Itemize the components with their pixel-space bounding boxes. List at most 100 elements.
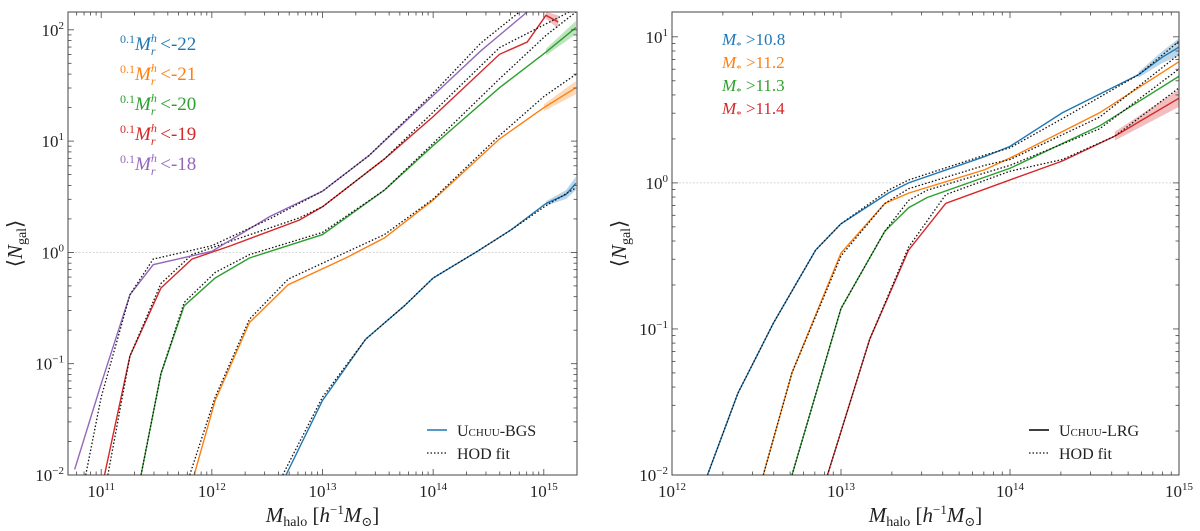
tick-base: 10	[87, 482, 104, 501]
y-tick-label: 101	[646, 27, 669, 47]
tick-base: 10	[639, 466, 656, 485]
legend-entry-0.1Mrh<-21: 0.1Mh r <-21	[120, 61, 196, 88]
tick-base: 10	[827, 482, 844, 501]
legend-cut: <-22	[156, 34, 197, 55]
legend-sub: r	[151, 164, 156, 178]
xlabel-msun: M	[343, 503, 363, 527]
legend-sub: *	[736, 40, 742, 52]
legend-prefix: 0.1	[120, 62, 135, 76]
tick-base: 10	[658, 482, 675, 501]
x-tick-label: 1014	[419, 481, 448, 501]
tick-exponent: 0	[59, 242, 65, 254]
xlabel-exp: −1	[330, 502, 344, 517]
x-tick-label: 1013	[827, 481, 856, 501]
tick-base: 10	[35, 466, 52, 485]
series-line-M*>11.2	[762, 61, 1179, 475]
legend-sup: h	[151, 61, 157, 75]
tick-exponent: 1	[663, 27, 669, 39]
y-tick-label: 10−1	[35, 354, 64, 374]
legend-sub: r	[151, 44, 156, 58]
xlabel-bracket: [	[307, 503, 319, 527]
ticks	[68, 12, 577, 476]
legend-entry-M*>11.2: M* >11.2	[721, 53, 785, 75]
ylabel-symbol: N	[3, 244, 27, 260]
tick-base: 10	[530, 482, 547, 501]
ylabel-close: ⟩	[3, 220, 27, 228]
tick-exponent: 15	[547, 481, 559, 493]
tick-base: 10	[639, 320, 656, 339]
x-tick-label: 1012	[198, 481, 226, 501]
legend-cut: <-21	[156, 64, 197, 85]
series-line-M*>11.4	[826, 97, 1179, 475]
xlabel-sub: halo	[886, 515, 910, 530]
xlabel-symbol: M	[265, 503, 285, 527]
y-tick-label: 10−1	[639, 319, 668, 339]
legend-entry-M*>11.4: M* >11.4	[721, 99, 785, 121]
error-band-0.1Mrh<-22	[546, 176, 576, 206]
tick-exponent: −2	[656, 465, 668, 477]
error-band-M*>11.4	[1114, 89, 1179, 141]
legend-symbol: M	[721, 76, 737, 95]
legend-symbol: M	[134, 34, 152, 55]
tick-base: 10	[646, 174, 663, 193]
tick-base: 10	[309, 482, 326, 501]
tick-exponent: 14	[436, 481, 448, 493]
legend-sim-label: Uchuu-LRG	[1059, 423, 1139, 440]
y-tick-label: 100	[42, 242, 65, 262]
hod-fit-line-M*>11.2	[762, 53, 1179, 475]
legend-entry-M*>11.3: M* >11.3	[721, 76, 785, 98]
error-band-0.1Mrh<-21	[543, 81, 576, 112]
panel-left: 1011 1012 1013 1014 101510−210−1100101102Mha…	[3, 11, 578, 530]
legend-sub: *	[736, 63, 742, 75]
ylabel-close: ⟩	[607, 220, 631, 228]
y-tick-label: 10−2	[35, 465, 64, 485]
x-tick-label: 1015	[1165, 481, 1194, 501]
tick-exponent: 12	[215, 481, 226, 493]
tick-base: 10	[646, 28, 663, 47]
tick-base: 10	[1165, 482, 1182, 501]
tick-exponent: −2	[52, 465, 64, 477]
ylabel-sub: gal	[619, 228, 634, 245]
x-axis-label: Mhalo [h−1M⊙]	[868, 502, 983, 530]
series-line-0.1Mrh<-19	[103, 14, 559, 475]
tick-exponent: −1	[656, 319, 668, 331]
error-band-0.1Mrh<-20	[546, 20, 576, 56]
tick-exponent: 14	[1013, 481, 1025, 493]
x-axis-label: Mhalo [h−1M⊙]	[265, 502, 380, 530]
legend-prefix: 0.1	[120, 122, 135, 136]
x-tick-label: 1011	[87, 481, 115, 501]
legend-cut: <-19	[156, 124, 197, 145]
legend-entry-0.1Mrh<-22: 0.1Mh r <-22	[120, 31, 196, 58]
tick-exponent: 12	[675, 481, 686, 493]
y-axis-label: ⟨Ngal⟩	[3, 220, 30, 268]
legend-symbol: M	[134, 154, 152, 175]
ylabel-sub: gal	[15, 228, 30, 245]
tick-exponent: 15	[1182, 481, 1194, 493]
plot-area	[73, 12, 577, 475]
legend-sup: h	[151, 151, 157, 165]
tick-exponent: 13	[844, 481, 856, 493]
tick-base: 10	[198, 482, 215, 501]
ticks	[671, 12, 1180, 476]
series-line-0.1Mrh<-18	[73, 12, 528, 470]
legend-prefix: 0.1	[120, 152, 135, 166]
hod-fit-line-0.1Mrh<-21	[189, 73, 577, 475]
xlabel-msun-sub: ⊙	[361, 514, 372, 529]
legend-sim-label: Uchuu-BGS	[457, 423, 536, 440]
legend-sup: h	[151, 91, 157, 105]
legend-prefix: 0.1	[120, 92, 135, 106]
legend-entry-0.1Mrh<-18: 0.1Mh r <-18	[120, 151, 196, 178]
ylabel-open: ⟨	[607, 259, 631, 267]
legend-sub: *	[736, 109, 742, 121]
ylabel-symbol: N	[607, 244, 631, 260]
hod-fit-line-0.1Mrh<-20	[140, 12, 577, 475]
y-axis-label: ⟨Ngal⟩	[607, 220, 634, 268]
tick-base: 10	[419, 482, 436, 501]
legend-symbol: M	[721, 30, 737, 49]
legend-sup: h	[151, 121, 157, 135]
xlabel-bracket-close: ]	[372, 503, 379, 527]
tick-base: 10	[42, 132, 59, 151]
legend-cut: >10.8	[742, 30, 786, 49]
tick-exponent: 13	[326, 481, 338, 493]
